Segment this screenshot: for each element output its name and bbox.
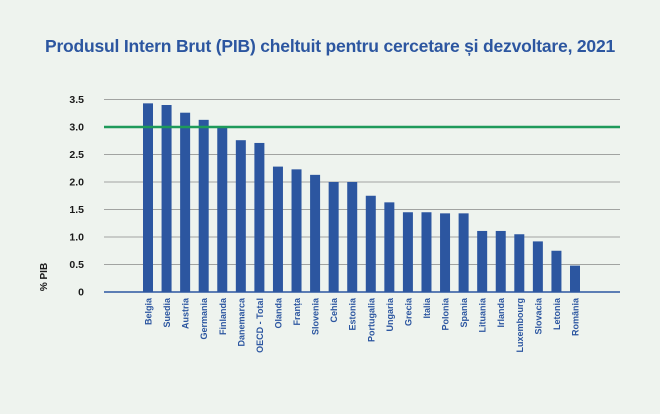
chart-title: Produsul Intern Brut (PIB) cheltuit pent… (44, 36, 616, 56)
y-axis-ticks: 0 0.5 1.0 1.5 2.0 2.5 3.0 3.5 (69, 94, 84, 299)
y-tick-label: 1.0 (69, 232, 84, 244)
x-tick-label: Italia (422, 297, 432, 319)
x-tick-label: Lituania (478, 297, 488, 332)
x-tick-label: Franța (292, 297, 302, 326)
x-tick-label: Belgia (144, 297, 154, 325)
bar (458, 213, 469, 292)
x-tick-label: Grecia (403, 297, 413, 326)
x-tick-label: Olanda (273, 297, 283, 329)
bar (180, 112, 191, 292)
y-tick-label: 2.0 (69, 177, 84, 189)
bar (291, 169, 302, 292)
bar (143, 103, 153, 292)
bar (328, 182, 339, 292)
bars (143, 103, 580, 292)
x-tick-label: Letonia (552, 297, 562, 330)
x-tick-label: Slovenia (311, 297, 321, 335)
y-tick-label: 1.5 (69, 204, 84, 216)
x-tick-label: Finlanda (218, 297, 228, 335)
x-tick-label: Portugalia (366, 297, 376, 342)
bar (495, 230, 506, 292)
bar (551, 250, 562, 292)
bar (384, 202, 395, 292)
x-tick-label: Austria (181, 297, 191, 329)
x-tick-label: Ungaria (385, 297, 395, 332)
bar (402, 212, 413, 292)
y-tick-label: 3.5 (69, 94, 84, 106)
bar (570, 265, 580, 292)
x-tick-label: Estonia (348, 297, 358, 331)
bar (421, 212, 432, 292)
bar (440, 213, 451, 292)
y-tick-label: 0 (78, 287, 84, 299)
x-tick-label: Spania (459, 297, 469, 328)
y-tick-label: 0.5 (69, 259, 84, 271)
bar (532, 241, 543, 292)
x-axis-labels: Belgia Suedia Austria Germania Finlanda Danem… (144, 297, 581, 353)
bar (161, 105, 172, 292)
bar (217, 127, 228, 292)
bar (198, 119, 209, 292)
x-tick-label: Irlanda (496, 297, 506, 328)
bar (365, 195, 376, 292)
x-tick-label: Slovacia (533, 297, 543, 335)
x-tick-label: Cehia (329, 297, 339, 323)
x-tick-label: România (571, 297, 581, 336)
bar (254, 142, 265, 292)
bar (272, 166, 283, 292)
y-axis-label: % PIB (39, 263, 50, 291)
y-tick-label: 3.0 (69, 122, 84, 134)
bar (477, 230, 488, 292)
x-tick-label: OECD - Total (255, 298, 265, 353)
bar (310, 174, 321, 292)
x-tick-label: Polonia (441, 297, 451, 330)
x-tick-label: Germania (199, 297, 209, 340)
x-tick-label: Luxembourg (515, 298, 525, 353)
x-tick-label: Suedia (162, 297, 172, 328)
y-tick-label: 2.5 (69, 149, 84, 161)
x-tick-label: Danemarca (236, 297, 246, 347)
bar (514, 234, 525, 292)
bar (235, 140, 246, 292)
bar (347, 182, 358, 292)
